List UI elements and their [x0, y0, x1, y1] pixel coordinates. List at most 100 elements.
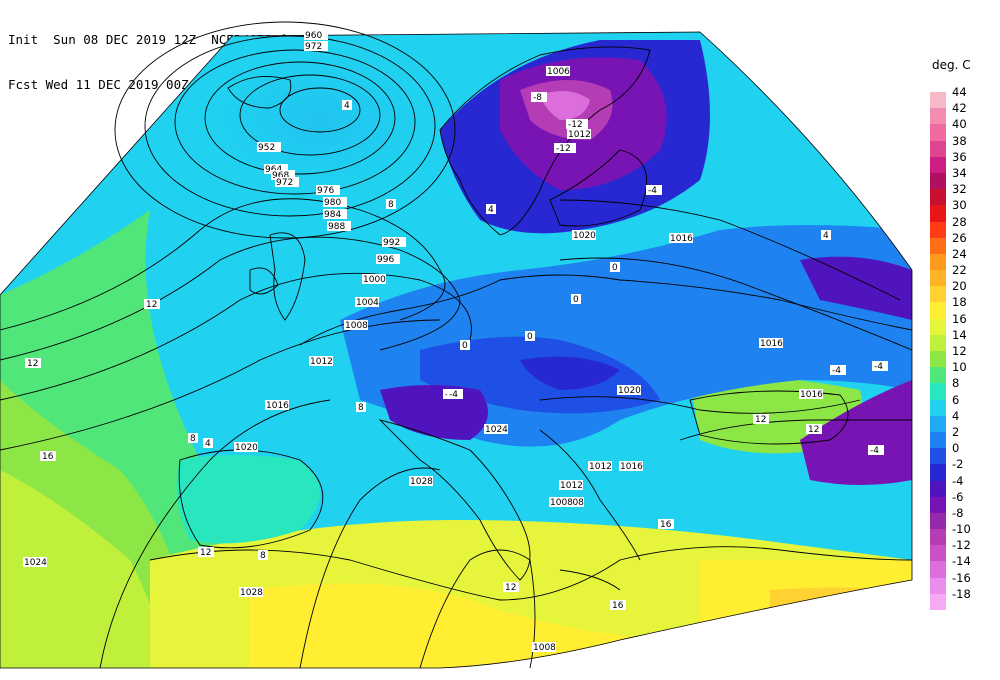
legend-label: 10	[952, 360, 967, 375]
isobar-label: 1016	[669, 233, 693, 244]
isobar-label: 1028	[409, 476, 433, 487]
legend-label: 34	[952, 165, 967, 180]
svg-text:8: 8	[388, 200, 394, 210]
legend-row: 38	[930, 134, 990, 157]
legend-swatch	[930, 561, 946, 578]
svg-text:952: 952	[258, 143, 275, 153]
legend-row: 24	[930, 247, 990, 271]
legend-row: 40	[930, 117, 990, 141]
svg-text:1000: 1000	[363, 275, 386, 285]
legend-row: 16	[930, 312, 990, 335]
legend-label: 40	[952, 117, 967, 132]
temperature-label: 4	[203, 438, 213, 449]
isobar-label: 1016	[799, 389, 823, 400]
temperature-label: -4	[830, 365, 846, 376]
legend-row: 28	[930, 215, 990, 238]
legend-row: 0	[930, 441, 990, 465]
isobar-label: 952	[257, 142, 281, 153]
legend-label: -16	[952, 570, 971, 585]
svg-text:988: 988	[328, 222, 345, 232]
legend-swatch	[930, 237, 946, 254]
legend-label: -4	[952, 473, 964, 488]
legend-swatch	[930, 577, 946, 594]
legend-swatch	[930, 205, 946, 222]
svg-text:1016: 1016	[670, 234, 693, 244]
isobar-label: 996	[376, 254, 400, 265]
isobar-label: 976	[316, 185, 340, 196]
temperature-label: 16	[40, 451, 56, 462]
svg-text:-4: -4	[870, 446, 879, 456]
isobar-label: 1016	[265, 400, 289, 411]
legend-unit: deg. C	[932, 58, 971, 72]
isobar-label: 1028	[239, 587, 263, 598]
legend-swatch	[930, 318, 946, 335]
legend-row: 2	[930, 425, 990, 449]
legend-row: 44	[930, 85, 990, 109]
legend-label: -12	[952, 538, 971, 553]
legend-label: 38	[952, 133, 967, 148]
legend-row: 34	[930, 166, 990, 190]
svg-text:-8: -8	[533, 93, 542, 103]
legend-swatch	[930, 593, 946, 610]
temperature-label: -4	[447, 389, 463, 400]
legend-swatch	[930, 399, 946, 416]
svg-text:4: 4	[205, 439, 211, 449]
svg-text:996: 996	[377, 255, 394, 265]
temperature-label: 4	[486, 204, 496, 215]
legend-label: 16	[952, 311, 967, 326]
temperature-label: 4	[342, 100, 352, 111]
isobar-label: 1020	[617, 385, 641, 396]
legend-label: 26	[952, 230, 967, 245]
temperature-label: 12	[198, 547, 214, 558]
legend-label: 28	[952, 214, 967, 229]
temperature-label: 12	[144, 299, 160, 310]
svg-text:12: 12	[146, 300, 157, 310]
svg-text:16: 16	[42, 452, 54, 462]
temperature-label: 8	[258, 550, 268, 561]
legend-label: 42	[952, 101, 967, 116]
isobar-label: 972	[275, 177, 299, 188]
legend-label: 44	[952, 85, 967, 99]
isobar-label: 992	[382, 237, 406, 248]
legend-row: -14	[930, 554, 990, 578]
legend-row: -6	[930, 490, 990, 513]
svg-text:-12: -12	[568, 120, 583, 130]
legend-swatch	[930, 415, 946, 432]
legend-label: 0	[952, 441, 960, 456]
legend-label: -6	[952, 489, 964, 504]
temperature-label: 12	[503, 582, 519, 593]
svg-text:1012: 1012	[589, 462, 612, 472]
svg-text:1016: 1016	[266, 401, 289, 411]
svg-text:-4: -4	[648, 186, 657, 196]
isobar-label: 960	[304, 30, 328, 41]
svg-text:8: 8	[358, 403, 364, 413]
svg-text:4: 4	[823, 231, 829, 241]
legend-row: 22	[930, 263, 990, 287]
legend-swatch	[930, 221, 946, 238]
svg-text:972: 972	[305, 42, 322, 52]
isobar-label: 1012	[567, 129, 591, 140]
legend-row: -8	[930, 506, 990, 530]
temperature-label: 8	[356, 402, 366, 413]
temperature-label: 16	[658, 519, 674, 530]
temperature-label-layer: 48121216840-4-8-12-4400-4-4812161216128-…	[25, 92, 888, 611]
legend-label: 20	[952, 279, 967, 294]
legend-row: 36	[930, 150, 990, 173]
legend-swatch	[930, 448, 946, 465]
legend-swatch	[930, 431, 946, 449]
legend-row: 42	[930, 101, 990, 125]
svg-text:4: 4	[344, 101, 350, 111]
temperature-label: -4	[646, 185, 662, 196]
svg-text:1008: 1008	[550, 498, 573, 508]
isobar-label: 1000	[362, 274, 386, 285]
isobar-label: 1012	[588, 461, 612, 472]
svg-text:16: 16	[612, 601, 624, 611]
isobar-label: 1024	[484, 424, 508, 435]
legend-swatch	[930, 334, 946, 351]
legend-swatch	[930, 124, 946, 141]
legend-row: -12	[930, 538, 990, 562]
legend-row: 32	[930, 182, 990, 206]
legend-row: 10	[930, 360, 990, 384]
legend-row: 6	[930, 393, 990, 416]
temperature-label: 0	[571, 294, 581, 305]
